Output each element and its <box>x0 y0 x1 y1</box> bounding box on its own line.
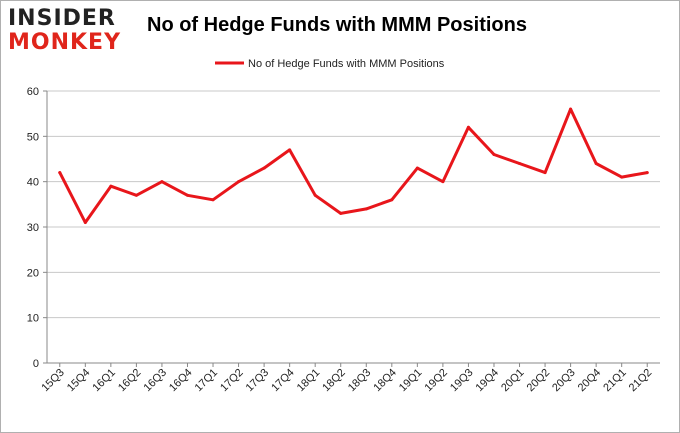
x-tick-label: 16Q1 <box>90 367 118 395</box>
x-tick-label: 20Q4 <box>576 367 604 395</box>
data-point <box>134 193 138 197</box>
x-tick-label: 17Q3 <box>244 367 272 395</box>
x-tick-label: 19Q2 <box>422 367 450 395</box>
series-line-0 <box>58 107 649 224</box>
data-point <box>364 207 368 211</box>
data-point <box>109 184 113 188</box>
data-point <box>466 125 470 129</box>
y-tick-label: 50 <box>27 131 39 143</box>
data-point <box>543 171 547 175</box>
data-point <box>83 220 87 224</box>
data-point <box>237 180 241 184</box>
x-tick-label: 15Q3 <box>39 367 67 395</box>
data-point <box>518 162 522 166</box>
data-point <box>415 166 419 170</box>
x-tick-label: 19Q1 <box>397 367 425 395</box>
x-tick-label: 21Q2 <box>627 367 655 395</box>
series <box>58 107 649 224</box>
x-tick-label: 21Q1 <box>601 367 629 395</box>
grid <box>47 90 660 364</box>
logo-line-2: MONKEY <box>8 30 122 55</box>
x-tick-label: 20Q1 <box>499 367 527 395</box>
data-point <box>58 171 62 175</box>
data-point <box>211 198 215 202</box>
data-point <box>620 175 624 179</box>
chart-title: No of Hedge Funds with MMM Positions <box>147 14 527 36</box>
x-tick-label: 16Q4 <box>167 367 195 395</box>
x-tick-label: 20Q3 <box>550 367 578 395</box>
x-tick-label: 17Q4 <box>269 367 297 395</box>
legend: No of Hedge Funds with MMM Positions <box>215 58 445 70</box>
data-point <box>441 180 445 184</box>
x-tick-label: 15Q4 <box>65 367 93 395</box>
legend-label: No of Hedge Funds with MMM Positions <box>248 58 445 70</box>
x-tick-label: 20Q2 <box>525 367 553 395</box>
y-tick-label: 30 <box>27 222 39 234</box>
data-point <box>185 193 189 197</box>
data-point <box>569 107 573 111</box>
x-tick-label: 16Q3 <box>142 367 170 395</box>
x-tick-label: 19Q3 <box>448 367 476 395</box>
x-tick-label: 16Q2 <box>116 367 144 395</box>
x-tick-label: 18Q4 <box>371 367 399 395</box>
data-point <box>492 152 496 156</box>
logo-line-1: INSIDER <box>8 6 116 31</box>
data-point <box>645 171 649 175</box>
data-point <box>390 198 394 202</box>
x-tick-label: 17Q1 <box>193 367 221 395</box>
data-point <box>160 180 164 184</box>
y-axis: 0 10 20 30 40 50 60 <box>27 86 48 370</box>
y-tick-label: 0 <box>33 358 39 370</box>
x-tick-label: 18Q3 <box>346 367 374 395</box>
x-tick-label: 18Q2 <box>320 367 348 395</box>
y-tick-label: 60 <box>27 86 39 98</box>
data-point <box>313 193 317 197</box>
y-tick-label: 40 <box>27 177 39 189</box>
y-tick-label: 20 <box>27 267 39 279</box>
x-tick-label: 18Q1 <box>295 367 323 395</box>
x-tick-label: 17Q2 <box>218 367 246 395</box>
data-point <box>262 166 266 170</box>
data-point <box>339 211 343 215</box>
x-axis: 15Q315Q416Q116Q216Q316Q417Q117Q217Q317Q4… <box>39 363 654 394</box>
insider-monkey-logo: INSIDER MONKEY <box>8 6 132 56</box>
data-point <box>288 148 292 152</box>
x-tick-label: 19Q4 <box>474 367 502 395</box>
y-tick-label: 10 <box>27 313 39 325</box>
data-point <box>594 162 598 166</box>
